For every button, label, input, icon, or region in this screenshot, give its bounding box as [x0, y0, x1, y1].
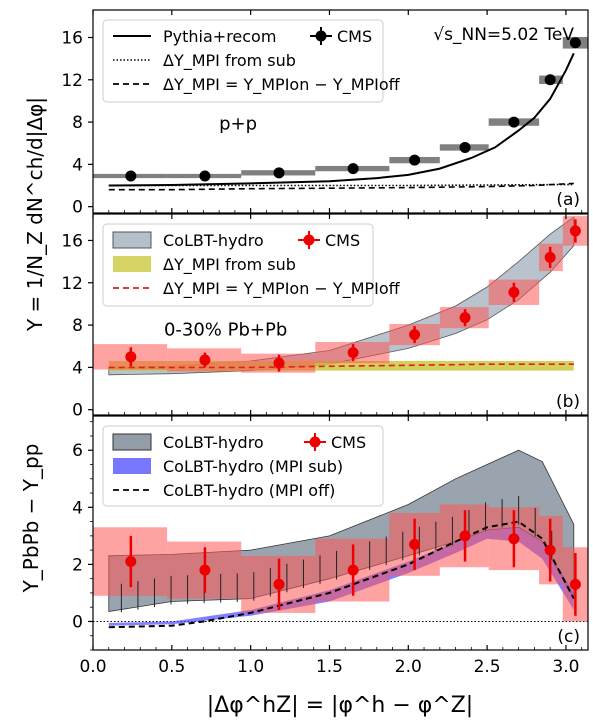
legend-label: CoLBT-hydro (MPI sub)	[163, 457, 343, 476]
x-tick-label: 3.0	[552, 657, 579, 677]
legend: CoLBT-hydro ΔY_MPI from sub ΔY_MPI = Y_MPI…	[102, 223, 401, 307]
panel-frame	[92, 415, 589, 651]
legend-handle	[112, 433, 152, 451]
cms-data-point	[459, 141, 471, 153]
legend-label: ΔY_MPI from sub	[163, 51, 296, 71]
legend-label: CMS	[337, 27, 372, 46]
y-tick-label: 16	[61, 28, 83, 48]
legend-label: CMS	[325, 231, 360, 250]
plot-area	[93, 36, 588, 191]
plot-area	[93, 216, 588, 376]
panel-label: (a)	[556, 190, 580, 210]
legend-cms-marker	[309, 436, 321, 448]
legend-label: ΔY_MPI = Y_MPIon − Y_MPIoff	[163, 279, 401, 299]
cms-data-point	[347, 564, 359, 576]
legend-label: CoLBT-hydro	[163, 231, 264, 250]
y-tick-label: 16	[61, 231, 83, 251]
energy-annotation: √s_NN=5.02 TeV	[433, 25, 574, 45]
cms-data-point	[508, 533, 520, 545]
cms-data-point	[508, 116, 520, 128]
cms-data-point	[125, 351, 137, 363]
legend-cms-marker	[303, 234, 315, 246]
cms-data-point	[347, 163, 359, 175]
cms-data-point	[199, 170, 211, 182]
y-tick-label: 0	[72, 612, 83, 632]
cms-data-point	[125, 556, 137, 568]
cms-data-point	[125, 170, 137, 182]
legend-label: ΔY_MPI = Y_MPIon − Y_MPIoff	[163, 75, 401, 95]
x-tick-label: 2.0	[395, 657, 422, 677]
legend-handle	[112, 231, 152, 249]
cms-data-point	[569, 37, 581, 49]
cms-data-point	[569, 578, 581, 590]
panel-frame	[92, 213, 589, 416]
legend-handle	[113, 458, 151, 474]
y-tick-label: 12	[61, 71, 83, 91]
y-tick-label: 0	[72, 401, 83, 421]
y-tick-label: 8	[72, 113, 83, 133]
cms-data-point	[273, 578, 285, 590]
x-tick-label: 1.0	[237, 657, 264, 677]
cms-data-point	[409, 329, 421, 341]
y-tick-label: 0	[72, 198, 83, 218]
y-tick-label: 8	[72, 316, 83, 336]
cms-data-point	[569, 225, 581, 237]
y-tick-label: 2	[72, 555, 83, 575]
y-tick-label: 4	[72, 155, 83, 175]
cms-data-point	[544, 544, 556, 556]
series-line-ΔY_MPI = Y_MPIon − Y_MPIoff	[108, 363, 574, 369]
series-line-Pythia+recom	[108, 52, 575, 187]
y-tick-label: 4	[72, 358, 83, 378]
legend-label: ΔY_MPI from sub	[163, 255, 296, 275]
panel-b: 0 4 8 12 16 (b) CoLBT-hydro ΔY_MPI from sub ΔY_M…	[61, 213, 589, 421]
panel-label: (b)	[556, 392, 580, 412]
cms-data-point	[273, 357, 285, 369]
y-tick-label: 6	[72, 441, 83, 461]
legend-label: CoLBT-hydro	[163, 433, 264, 452]
cms-data-point	[544, 251, 556, 263]
system-annotation: p+p	[219, 113, 257, 134]
legend-box	[102, 223, 374, 307]
x-tick-label: 2.5	[474, 657, 501, 677]
cms-data-point	[544, 74, 556, 86]
legend: CoLBT-hydro CoLBT-hydro (MPI sub) CoLBT-hy…	[102, 425, 384, 507]
series-line-CoLBT-hydro (MPI off)	[108, 520, 575, 629]
x-axis-label: |Δφ^hZ| = |φ^h − φ^Z|	[207, 693, 473, 718]
cms-data-point	[347, 347, 359, 359]
cms-data-point	[199, 564, 211, 576]
cms-data-point	[199, 354, 211, 366]
legend: Pythia+recom ΔY_MPI from sub ΔY_MPI = Y_MP…	[102, 19, 401, 103]
series-line-ΔY_MPI from sub	[108, 183, 574, 187]
cms-data-point	[409, 154, 421, 166]
legend-box	[102, 19, 384, 103]
x-tick-label: 0.5	[158, 657, 185, 677]
series-line-ΔY_MPI = Y_MPIon − Y_MPIoff	[108, 182, 574, 191]
y-tick-label: 4	[72, 498, 83, 518]
y-tick-label: 12	[61, 274, 83, 294]
cms-data-point	[273, 167, 285, 179]
legend-label: Pythia+recom	[163, 27, 276, 46]
x-tick-label: 0.0	[79, 657, 106, 677]
shared-x-axis: 0.0 0.5 1.0 1.5 2.0 2.5 3.0	[79, 657, 579, 677]
y-axis-label-top: Y = 1/N_Z dN^ch/d|Δφ|	[23, 97, 47, 332]
panel-a: 0 4 8 12 16 (a) Pythia+recom ΔY_MPI from sub ΔY_…	[61, 9, 589, 218]
panel-label: (c)	[557, 627, 580, 647]
panel-frame	[92, 9, 589, 214]
y-axis-label-bottom: Y_PbPb − Y_pp	[19, 444, 43, 594]
x-tick-label: 1.5	[316, 657, 343, 677]
legend-cms-marker	[315, 30, 327, 42]
plot-area	[93, 449, 588, 629]
cms-data-point	[459, 312, 471, 324]
legend-label: CMS	[331, 433, 366, 452]
cms-data-point	[459, 530, 471, 542]
legend-label: CoLBT-hydro (MPI off)	[163, 481, 335, 500]
cms-data-point	[409, 538, 421, 550]
system-annotation: 0-30% Pb+Pb	[164, 320, 287, 341]
legend-handle	[113, 256, 151, 272]
cms-data-point	[508, 286, 520, 298]
